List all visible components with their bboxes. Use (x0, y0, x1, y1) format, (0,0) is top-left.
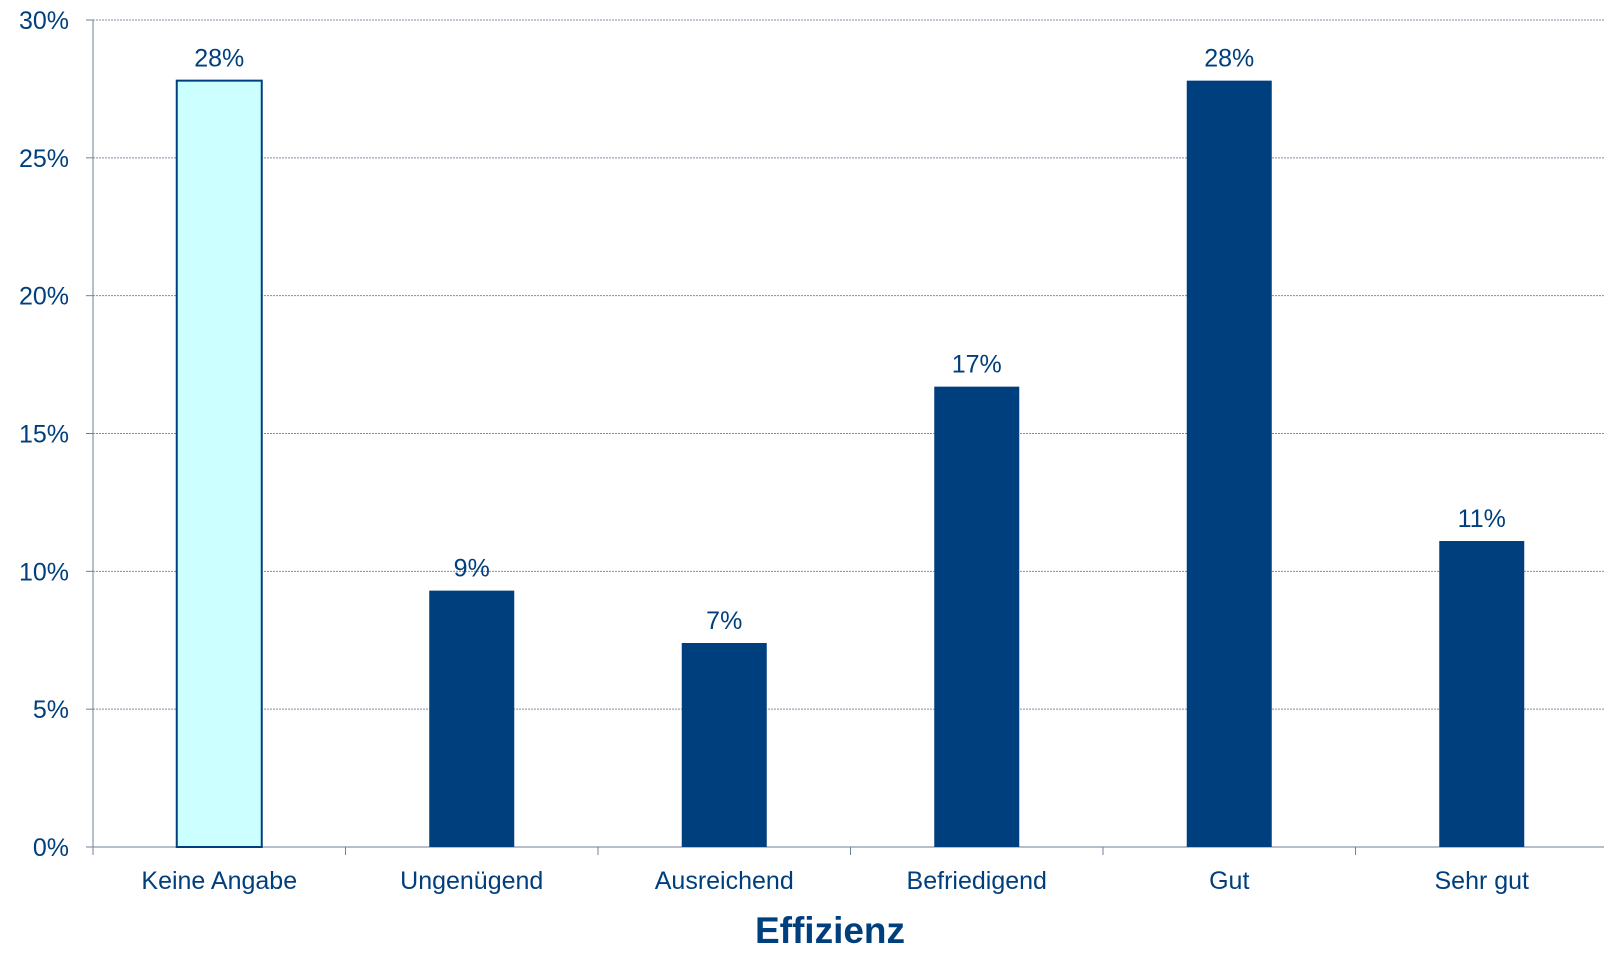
bar (681, 643, 767, 847)
y-tick-label: 20% (19, 283, 69, 311)
data-label: 11% (1458, 505, 1506, 533)
data-label: 7% (706, 607, 742, 635)
y-tick-label: 15% (19, 421, 69, 449)
x-tick-label: Ausreichend (655, 867, 794, 895)
x-tick-label: Befriedigend (907, 867, 1047, 895)
data-label: 9% (454, 555, 490, 583)
y-tick-label: 5% (33, 696, 69, 724)
x-tick-label: Keine Angabe (141, 867, 297, 895)
y-tick-label: 0% (33, 834, 69, 862)
x-tick-label: Gut (1209, 867, 1249, 895)
bar (1186, 80, 1272, 847)
labels: 0% 5% 10% 15% 20% 25% 30% 28% Keine Angabe 9% Unge… (19, 7, 1529, 895)
axes (86, 19, 1604, 855)
x-axis-title: Effizienz (755, 910, 905, 951)
data-label: 17% (952, 351, 1002, 379)
bar (1439, 541, 1525, 847)
y-tick-label: 10% (19, 558, 69, 586)
y-tick-label: 30% (19, 7, 69, 35)
y-tick-label: 25% (19, 145, 69, 173)
bar (175, 79, 263, 848)
bar (429, 590, 515, 847)
gridlines (93, 19, 1604, 710)
bars (175, 79, 1525, 848)
data-label: 28% (1204, 45, 1254, 73)
x-tick-label: Ungenügend (400, 867, 543, 895)
bar (934, 386, 1020, 847)
x-tick-label: Sehr gut (1434, 867, 1529, 895)
data-label: 28% (194, 45, 244, 73)
